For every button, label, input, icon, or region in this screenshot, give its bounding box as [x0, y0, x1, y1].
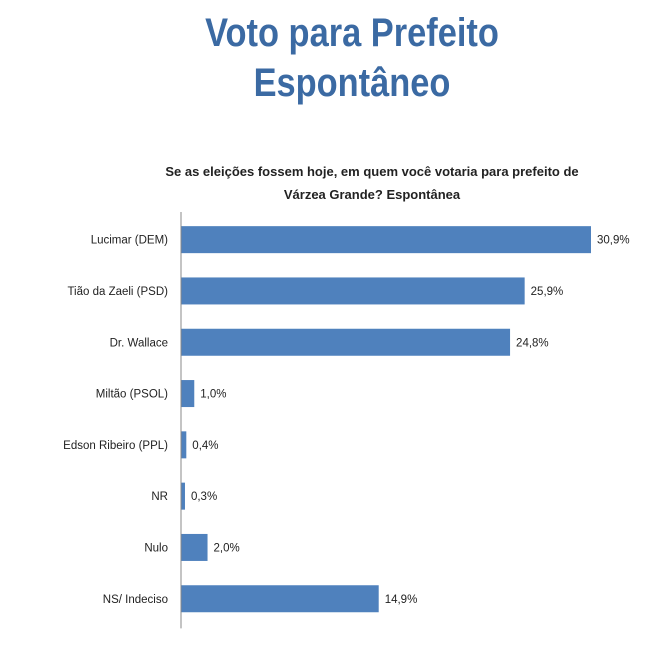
data-label: 0,4%: [192, 440, 218, 452]
data-label: 14,9%: [385, 594, 418, 606]
bar: [181, 226, 591, 254]
category-label: Miltão (PSOL): [96, 389, 168, 401]
bar: [181, 380, 195, 408]
page-title-line-1: Voto para Prefeito: [205, 11, 499, 55]
page-title: Voto para Prefeito Espontâneo: [49, 8, 654, 108]
data-label: 1,0%: [200, 389, 226, 401]
category-label: Tião da Zaeli (PSD): [67, 286, 168, 298]
data-label: 24,8%: [516, 337, 549, 349]
chart-title: Se as eleições fossem hoje, em quem você…: [60, 160, 670, 206]
category-label: Nulo: [144, 542, 168, 554]
data-label: 2,0%: [214, 542, 240, 554]
category-label: Dr. Wallace: [110, 337, 168, 349]
bar: [181, 328, 511, 356]
bar: [181, 277, 525, 305]
data-label: 25,9%: [531, 286, 564, 298]
data-label: 30,9%: [597, 235, 630, 247]
bar: [181, 482, 185, 510]
category-label: Lucimar (DEM): [91, 235, 168, 247]
data-label: 0,3%: [191, 491, 217, 503]
category-label: Edson Ribeiro (PPL): [63, 440, 168, 452]
bar: [181, 585, 379, 613]
category-label: NR: [151, 491, 168, 503]
chart-title-line-2: Várzea Grande? Espontânea: [283, 187, 461, 202]
page-title-line-2: Espontâneo: [253, 61, 451, 105]
bar: [181, 533, 208, 561]
chart-title-line-1: Se as eleições fossem hoje, em quem você…: [165, 164, 579, 179]
bar: [181, 431, 187, 459]
category-label: NS/ Indeciso: [103, 594, 168, 606]
